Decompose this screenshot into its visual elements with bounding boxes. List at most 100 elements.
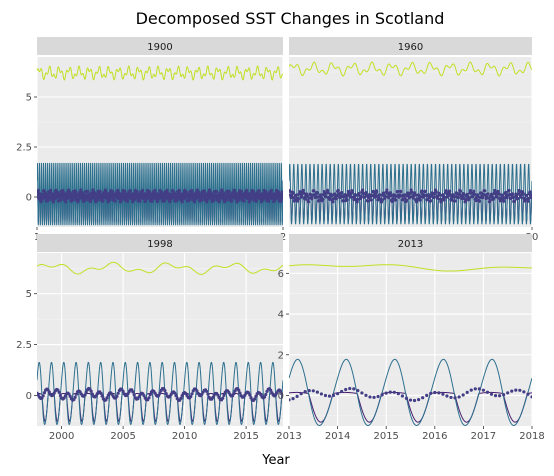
remainder-point [217,198,222,202]
remainder-point [264,189,268,194]
remainder-point [510,389,514,393]
remainder-point [412,398,417,403]
remainder-point [197,190,201,195]
remainder-point [317,198,321,202]
remainder-point [200,198,204,202]
remainder-point [58,393,62,398]
remainder-point [74,392,78,396]
remainder-point [254,394,258,398]
remainder-point [86,189,90,194]
chart-title: Decomposed SST Changes in Scotland [136,9,445,28]
remainder-point [514,388,518,392]
y-tick-label: 4 [278,310,284,321]
facet-strip-label: 2013 [398,239,423,250]
remainder-point [429,199,433,203]
seasonal-line [289,358,532,426]
remainder-point [252,189,256,193]
remainder-point [392,390,396,394]
remainder-point [369,198,373,202]
remainder-point [174,393,178,398]
remainder-point [516,196,520,201]
remainder-point [189,395,193,399]
remainder-point [472,189,476,193]
remainder-point [195,188,199,192]
remainder-point [496,189,500,194]
remainder-point [350,190,355,194]
remainder-point [163,389,167,393]
remainder-point [321,197,325,201]
remainder-point [300,194,304,198]
remainder-point [423,189,427,193]
facet-strip [289,234,532,252]
remainder-point [245,189,249,193]
remainder-point [385,188,389,192]
remainder-point [175,197,179,201]
remainder-point [64,200,68,204]
remainder-point [190,392,194,396]
remainder-point [373,195,377,199]
remainder-point [498,199,502,203]
y-tick-label: 2.5 [16,143,32,154]
remainder-point [165,188,169,192]
remainder-point [432,195,436,200]
remainder-point [411,196,415,200]
remainder-point [238,391,242,395]
remainder-point [280,190,283,194]
remainder-point [366,199,370,203]
remainder-point [356,388,360,393]
remainder-point [530,194,532,198]
remainder-point [518,190,522,194]
remainder-point [303,197,307,201]
remainder-point [381,191,386,195]
remainder-point [485,390,490,394]
remainder-point [73,395,77,399]
remainder-point [521,191,525,196]
remainder-point [522,390,526,394]
remainder-point [116,391,120,395]
remainder-point [54,188,58,192]
remainder-point [453,199,457,203]
remainder-point [399,189,403,194]
remainder-point [462,192,466,196]
remainder-point [95,198,100,202]
remainder-point [352,387,356,391]
remainder-point [441,392,445,396]
remainder-point [115,394,119,398]
remainder-point [473,192,477,196]
remainder-point [307,388,311,393]
remainder-point [481,388,485,392]
remainder-point [340,191,344,195]
remainder-point [232,392,236,396]
remainder-point [408,195,412,199]
remainder-point [327,394,332,398]
remainder-point [264,392,268,397]
y-axis: 0 2 4 6 [278,269,289,402]
remainder-point [504,190,508,195]
remainder-point [289,398,291,402]
remainder-point [242,199,246,203]
remainder-point [491,196,496,200]
remainder-point [148,393,152,397]
remainder-point [465,390,469,395]
remainder-point [360,188,365,192]
remainder-point [471,194,475,199]
remainder-point [301,188,305,192]
remainder-point [390,199,394,204]
facet-panel-1900: 1900 02.55 12 [16,37,286,243]
remainder-point [212,198,216,202]
remainder-point [437,391,441,395]
remainder-point [83,393,87,397]
remainder-point [388,390,392,394]
remainder-point [280,392,283,396]
remainder-point [442,198,446,202]
remainder-point [394,198,398,202]
remainder-point [336,392,340,396]
remainder-point [373,192,377,196]
remainder-point [185,191,189,195]
remainder-point [467,196,471,200]
trend-line [37,261,283,275]
panel-series [37,65,283,226]
remainder-point [158,391,162,395]
remainder-point [384,391,388,395]
remainder-point [305,194,309,198]
